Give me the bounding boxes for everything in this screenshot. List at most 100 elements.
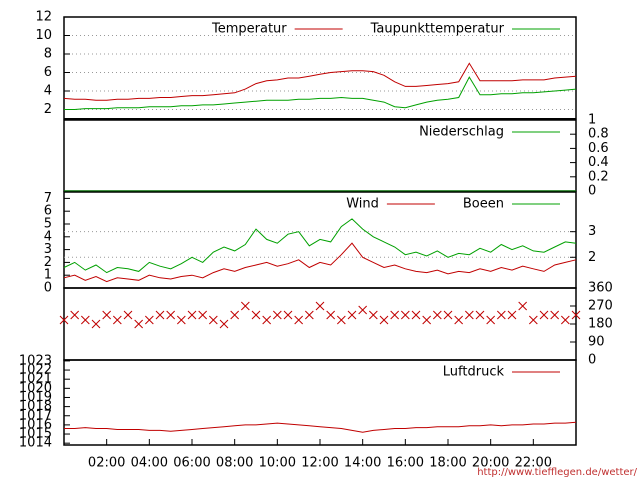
wind-direction-point bbox=[123, 310, 133, 320]
wind-direction-point bbox=[198, 310, 208, 320]
wind-direction-point bbox=[112, 315, 122, 325]
wind-direction-point bbox=[102, 310, 112, 320]
y-tick-label: 3 bbox=[44, 242, 52, 257]
panel-frame bbox=[63, 16, 577, 120]
wind-direction-point bbox=[528, 315, 538, 325]
wind-direction-point bbox=[550, 310, 560, 320]
data-line bbox=[64, 421, 577, 433]
wind-direction-point bbox=[219, 319, 229, 329]
wind-direction-point bbox=[208, 315, 218, 325]
y-tick-label: 10 bbox=[35, 28, 52, 43]
x-tick-label: 02:00 bbox=[88, 456, 125, 471]
y2-tick-label: 2 bbox=[588, 250, 596, 265]
y-tick-label: 2 bbox=[44, 255, 52, 270]
data-line bbox=[63, 62, 577, 101]
y2-tick-label: 1 bbox=[588, 113, 596, 128]
wind-direction-point bbox=[560, 315, 570, 325]
legend-label: Niederschlag bbox=[419, 125, 504, 140]
y-tick-label: 6 bbox=[44, 204, 52, 219]
panel-frame bbox=[63, 287, 577, 361]
y2-tick-label: 3 bbox=[588, 224, 596, 239]
wind-direction-point bbox=[486, 315, 496, 325]
wind-direction-point bbox=[475, 310, 485, 320]
legend-label: Wind bbox=[346, 197, 379, 212]
wind-direction-point bbox=[304, 310, 314, 320]
wind-direction-point bbox=[70, 310, 80, 320]
y-tick-label: 1014 bbox=[19, 436, 52, 451]
x-tick-label: 04:00 bbox=[131, 456, 168, 471]
wind-direction-point bbox=[400, 310, 410, 320]
wind-direction-point bbox=[496, 310, 506, 320]
y-tick-label: 0 bbox=[44, 281, 52, 296]
x-tick-label: 18:00 bbox=[429, 456, 466, 471]
wind-direction-point bbox=[326, 310, 336, 320]
y-tick-label: 4 bbox=[44, 229, 52, 244]
y2-tick-label: 0 bbox=[588, 353, 596, 368]
y-tick-label: 2 bbox=[44, 102, 52, 117]
x-tick-label: 06:00 bbox=[173, 456, 210, 471]
legend-label: Temperatur bbox=[211, 22, 287, 37]
wind-direction-point bbox=[422, 315, 432, 325]
wind-direction-point bbox=[336, 315, 346, 325]
y-tick-label: 1017 bbox=[19, 408, 52, 423]
x-tick-label: 16:00 bbox=[387, 456, 424, 471]
wind-direction-point bbox=[454, 315, 464, 325]
y-tick-label: 1016 bbox=[19, 417, 52, 432]
y-tick-label: 4 bbox=[44, 84, 52, 99]
y-tick-label: 1020 bbox=[19, 381, 52, 396]
wind-direction-point bbox=[144, 315, 154, 325]
x-tick-label: 12:00 bbox=[301, 456, 338, 471]
wind-direction-point bbox=[315, 301, 325, 311]
wind-direction-point bbox=[368, 310, 378, 320]
wind-direction-point bbox=[176, 315, 186, 325]
y-tick-label: 5 bbox=[44, 217, 52, 232]
y-tick-label: 7 bbox=[44, 191, 52, 206]
wind-direction-point bbox=[80, 315, 90, 325]
y-tick-label: 1 bbox=[44, 268, 52, 283]
y-tick-label: 1023 bbox=[19, 353, 52, 368]
wind-direction-point bbox=[507, 310, 517, 320]
wind-direction-point bbox=[539, 310, 549, 320]
wind-direction-point bbox=[379, 315, 389, 325]
x-tick-label: 22:00 bbox=[515, 456, 552, 471]
x-tick-label: 14:00 bbox=[344, 456, 381, 471]
legend-label: Luftdruck bbox=[443, 365, 505, 380]
x-tick-label: 08:00 bbox=[216, 456, 253, 471]
wind-direction-point bbox=[155, 310, 165, 320]
x-tick-label: 10:00 bbox=[259, 456, 296, 471]
y2-tick-label: 360 bbox=[588, 281, 613, 296]
wind-direction-point bbox=[464, 310, 474, 320]
y2-tick-label: 270 bbox=[588, 299, 613, 314]
y-tick-label: 1015 bbox=[19, 427, 52, 442]
y-tick-label: 1018 bbox=[19, 399, 52, 414]
y2-tick-label: 0.4 bbox=[588, 155, 609, 170]
data-line bbox=[63, 218, 577, 274]
y-tick-label: 1019 bbox=[19, 390, 52, 405]
x-tick-label: 20:00 bbox=[472, 456, 509, 471]
wind-direction-point bbox=[358, 305, 368, 315]
wind-direction-point bbox=[59, 315, 69, 325]
y-tick-label: 1022 bbox=[19, 363, 52, 378]
wind-direction-point bbox=[166, 310, 176, 320]
wind-direction-point bbox=[91, 319, 101, 329]
y2-tick-label: 0.6 bbox=[588, 141, 609, 156]
wind-direction-point bbox=[390, 310, 400, 320]
wind-direction-point bbox=[187, 310, 197, 320]
wind-direction-point bbox=[347, 310, 357, 320]
y-tick-label: 6 bbox=[44, 65, 52, 80]
data-line bbox=[64, 76, 577, 110]
wind-direction-point bbox=[432, 310, 442, 320]
footer-link: http://www.tiefflegen.de/wetter/ bbox=[477, 467, 637, 478]
wind-direction-point bbox=[272, 310, 282, 320]
wind-direction-point bbox=[240, 301, 250, 311]
wind-direction-point bbox=[262, 315, 272, 325]
y2-tick-label: 0.2 bbox=[588, 169, 609, 184]
wind-direction-point bbox=[134, 319, 144, 329]
legend-label: Taupunkttemperatur bbox=[370, 22, 505, 37]
y-tick-label: 12 bbox=[35, 10, 52, 25]
wind-direction-point bbox=[571, 310, 581, 320]
y-tick-label: 1021 bbox=[19, 372, 52, 387]
data-line bbox=[63, 242, 577, 283]
wind-direction-point bbox=[294, 315, 304, 325]
